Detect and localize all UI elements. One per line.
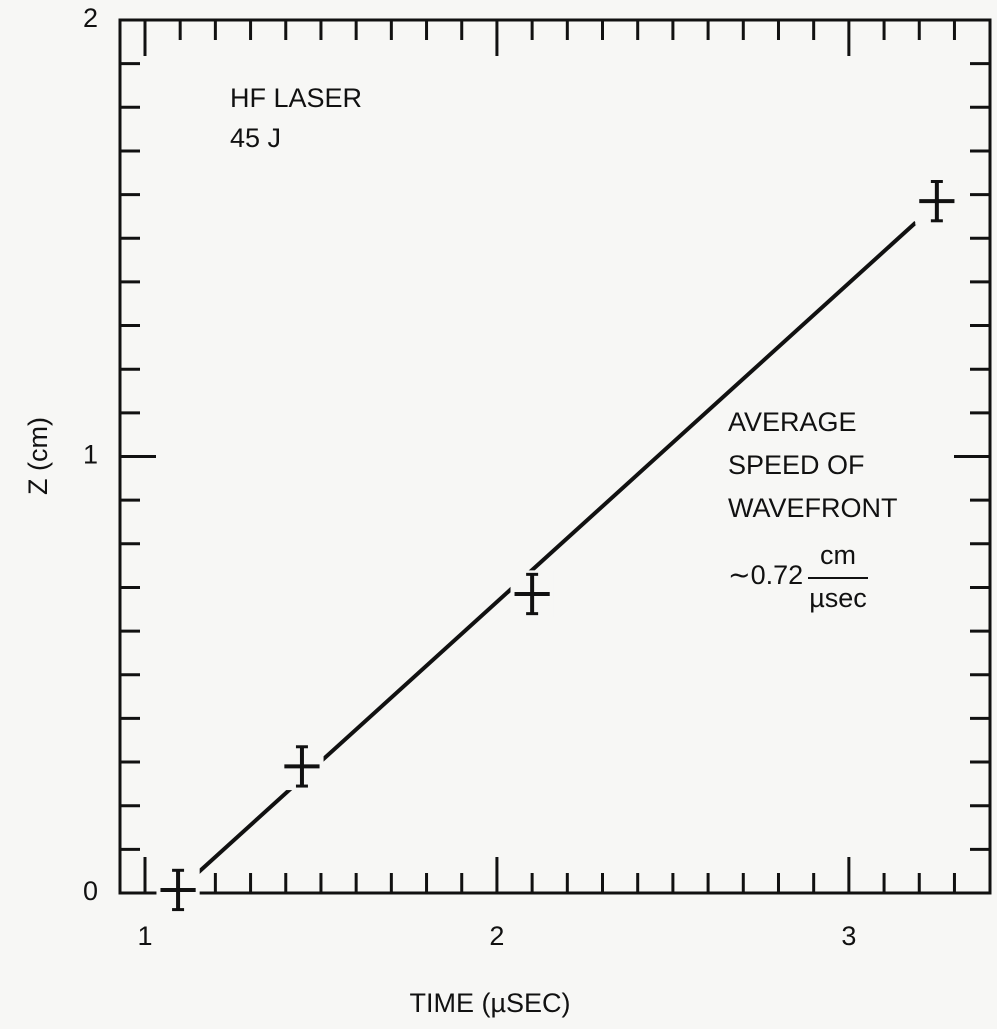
y-tick-label: 1 — [83, 440, 98, 470]
annotation: 45 J — [230, 123, 281, 153]
annotation: AVERAGE — [728, 407, 857, 437]
annotation: cm — [820, 540, 856, 570]
annotation: HF LASER — [230, 83, 362, 113]
y-tick-label: 2 — [83, 3, 98, 33]
x-tick-label: 2 — [489, 921, 504, 951]
annotation: WAVEFRONT — [728, 493, 898, 523]
annotation: SPEED OF — [728, 450, 865, 480]
x-tick-label: 3 — [841, 921, 856, 951]
x-tick-label: 1 — [137, 921, 152, 951]
y-tick-label: 0 — [83, 876, 98, 906]
annotation: ∼0.72 — [728, 560, 803, 590]
annotation: µsec — [809, 583, 867, 613]
y-axis-label: Z (cm) — [23, 417, 53, 495]
x-axis-label: TIME (µSEC) — [409, 988, 570, 1018]
